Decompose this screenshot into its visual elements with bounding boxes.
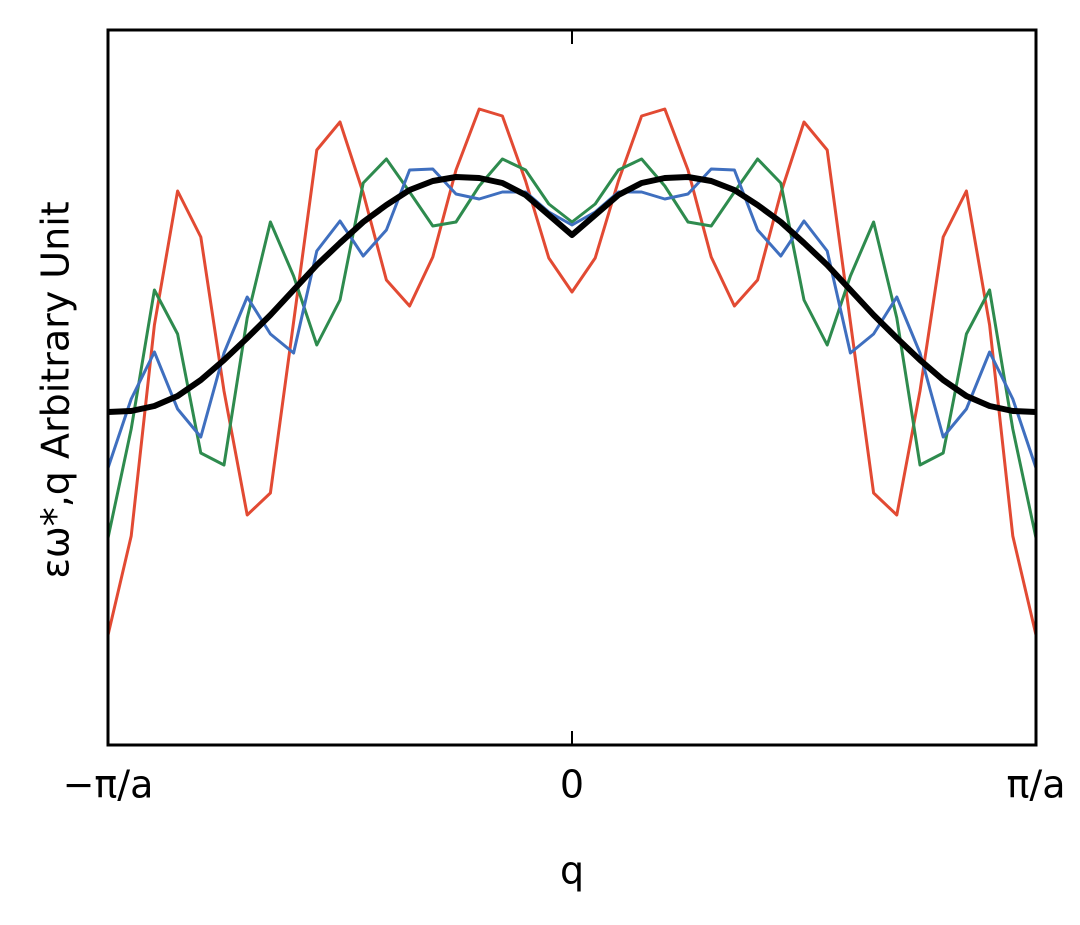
line-series xyxy=(106,107,1038,636)
y-axis-label: εω*,q Arbitrary Unit xyxy=(34,201,78,578)
line-series xyxy=(106,157,1038,539)
line-series xyxy=(107,174,1037,415)
x-tick-label: −π/a xyxy=(63,763,154,807)
plot-frame xyxy=(106,28,1038,747)
x-tick-label: π/a xyxy=(1007,763,1066,807)
x-tick-label: 0 xyxy=(560,763,584,807)
x-axis-label: q xyxy=(560,849,584,893)
